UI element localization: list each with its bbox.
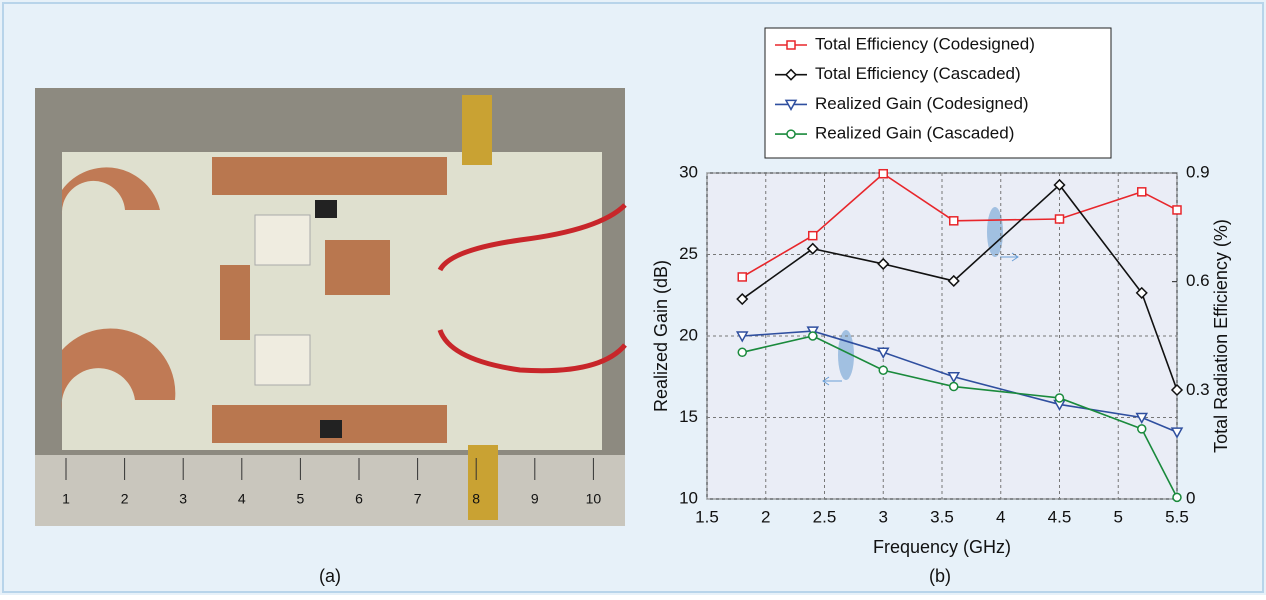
ruler-label: 10 bbox=[586, 491, 602, 507]
marker bbox=[808, 331, 818, 341]
wire bbox=[437, 329, 627, 374]
photo: 1 2 3 4 5 6 7 8 9 10 bbox=[35, 88, 627, 526]
ruler-label: 3 bbox=[179, 491, 187, 507]
trace-top bbox=[212, 157, 447, 195]
marker bbox=[949, 381, 959, 392]
y2-tick-label: 0.6 bbox=[1186, 271, 1210, 290]
y-tick-label: 30 bbox=[679, 162, 698, 181]
marker bbox=[878, 168, 888, 179]
legend-marker bbox=[784, 99, 798, 111]
marker bbox=[1135, 412, 1149, 425]
chip-bottom bbox=[254, 334, 311, 386]
marker bbox=[1170, 427, 1184, 439]
marker bbox=[737, 347, 747, 358]
connector-bottom bbox=[468, 445, 498, 520]
x-tick-label: 4 bbox=[996, 507, 1005, 526]
x-axis-label: Frequency (GHz) bbox=[873, 537, 1011, 557]
x-tick-label: 4.5 bbox=[1048, 507, 1072, 526]
marker bbox=[1170, 383, 1184, 397]
y2-tick-label: 0 bbox=[1186, 488, 1195, 507]
ruler-label: 7 bbox=[414, 491, 422, 507]
marker bbox=[1053, 178, 1066, 192]
marker bbox=[876, 347, 890, 359]
ruler-label: 8 bbox=[472, 491, 480, 507]
annotation-arrow bbox=[822, 376, 842, 386]
caption: (a) bbox=[319, 566, 341, 586]
x-tick-label: 2 bbox=[761, 507, 770, 526]
marker bbox=[1172, 492, 1182, 503]
y-axis-label: Realized Gain (dB) bbox=[651, 260, 671, 412]
legend-marker bbox=[786, 40, 796, 50]
marker bbox=[877, 257, 890, 270]
ruler-label: 2 bbox=[121, 491, 129, 507]
connector-top bbox=[462, 95, 492, 165]
marker bbox=[1137, 187, 1147, 197]
legend-label: Total Efficiency (Codesigned) bbox=[815, 34, 1035, 53]
marker bbox=[737, 272, 747, 282]
marker bbox=[808, 230, 818, 241]
legend-marker bbox=[786, 129, 796, 139]
y2-tick-label: 0.3 bbox=[1186, 380, 1210, 399]
ruler-label: 5 bbox=[297, 491, 305, 507]
x-tick-label: 5.5 bbox=[1165, 507, 1189, 526]
legend-marker bbox=[784, 68, 798, 81]
x-tick-label: 2.5 bbox=[813, 507, 837, 526]
y-tick-label: 25 bbox=[679, 244, 698, 263]
legend-label: Realized Gain (Cascaded) bbox=[815, 124, 1014, 143]
marker bbox=[1135, 286, 1148, 299]
x-tick-label: 1.5 bbox=[695, 507, 719, 526]
y2-tick-label: 0.9 bbox=[1186, 162, 1210, 181]
y-tick-label: 20 bbox=[679, 325, 698, 344]
y-tick-label: 10 bbox=[679, 488, 698, 507]
marker bbox=[806, 242, 819, 255]
marker bbox=[1054, 214, 1065, 224]
wire bbox=[437, 203, 627, 272]
caption: (b) bbox=[929, 566, 951, 586]
antenna-top bbox=[61, 167, 161, 215]
marker bbox=[949, 216, 959, 226]
ruler-label: 6 bbox=[355, 491, 363, 507]
x-tick-label: 3.5 bbox=[930, 507, 954, 526]
y-tick-label: 15 bbox=[679, 407, 698, 426]
ruler-label: 4 bbox=[238, 491, 246, 507]
ic bbox=[315, 200, 337, 218]
marker bbox=[735, 331, 749, 343]
y2-axis-label: Total Radiation Efficiency (%) bbox=[1211, 219, 1231, 453]
x-tick-label: 3 bbox=[879, 507, 888, 526]
ruler-label: 9 bbox=[531, 491, 539, 507]
marker bbox=[736, 292, 749, 306]
ruler-label: 1 bbox=[62, 491, 70, 507]
legend-label: Total Efficiency (Cascaded) bbox=[815, 64, 1021, 83]
x-tick-label: 5 bbox=[1114, 507, 1123, 526]
antenna-bottom bbox=[61, 328, 176, 410]
legend-box bbox=[764, 27, 1112, 159]
marker bbox=[878, 365, 888, 375]
pad bbox=[325, 240, 390, 295]
marker bbox=[947, 274, 960, 288]
marker bbox=[1054, 393, 1065, 403]
ruler bbox=[35, 455, 625, 526]
marker bbox=[1137, 424, 1147, 434]
ic bbox=[320, 420, 342, 438]
marker bbox=[947, 372, 961, 384]
chip-top bbox=[254, 214, 311, 266]
legend-label: Realized Gain (Codesigned) bbox=[815, 94, 1029, 113]
pad bbox=[220, 265, 250, 340]
marker bbox=[1172, 205, 1182, 215]
